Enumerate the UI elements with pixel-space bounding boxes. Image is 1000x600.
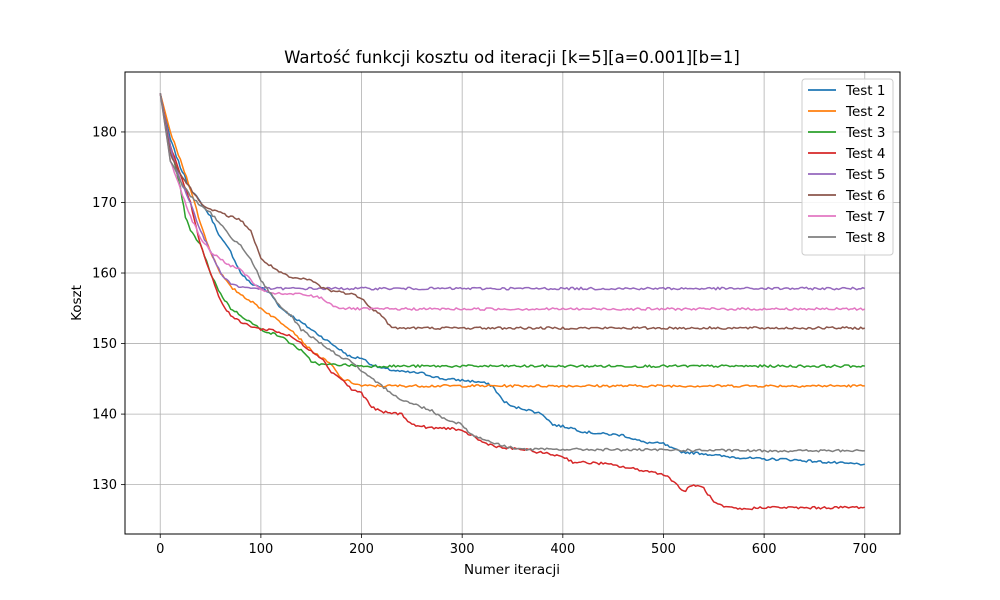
legend-label: Test 8 (845, 230, 885, 246)
x-tick-label: 100 (248, 542, 273, 557)
series-line-test-4 (159, 93, 865, 511)
series-line-test-2 (159, 92, 865, 388)
y-tick-label: 160 (92, 267, 117, 282)
series-line-test-3 (159, 93, 865, 369)
legend-label: Test 6 (845, 188, 885, 204)
chart-title: Wartość funkcji kosztu od iteracji [k=5]… (284, 48, 740, 67)
x-tick-label: 200 (349, 542, 374, 557)
legend-label: Test 3 (845, 125, 885, 141)
x-axis-label: Numer iteracji (464, 562, 560, 578)
y-tick-label: 130 (92, 478, 117, 493)
legend-label: Test 2 (845, 104, 885, 120)
y-tick-label: 140 (92, 408, 117, 423)
legend-label: Test 1 (845, 83, 885, 99)
x-tick-label: 400 (550, 542, 575, 557)
legend-label: Test 5 (845, 167, 885, 183)
y-axis-label: Koszt (69, 285, 85, 321)
series-line-test-5 (159, 93, 866, 291)
y-tick-label: 150 (92, 337, 117, 352)
legend-label: Test 4 (845, 146, 885, 162)
y-axis: 130 140 150 160 170 180 (92, 125, 125, 493)
x-tick-label: 500 (651, 542, 676, 557)
series-line-test-8 (159, 93, 865, 453)
series-line-test-1 (159, 92, 865, 466)
x-tick-label: 600 (752, 542, 777, 557)
x-axis: 0 100 200 300 400 500 600 700 (156, 534, 877, 557)
legend: Test 1 Test 2 Test 3 Test 4 Test 5 Test 6 Test… (801, 78, 894, 256)
x-tick-label: 700 (852, 542, 877, 557)
series-line-test-6 (159, 93, 866, 330)
legend-label: Test 7 (845, 209, 885, 225)
series-line-test-7 (159, 93, 866, 311)
y-tick-label: 170 (92, 196, 117, 211)
plot-frame (124, 71, 901, 535)
x-tick-label: 300 (450, 542, 475, 557)
y-tick-label: 180 (92, 125, 117, 140)
x-tick-label: 0 (156, 542, 164, 557)
legend-box (801, 78, 894, 256)
series-lines (159, 92, 866, 511)
